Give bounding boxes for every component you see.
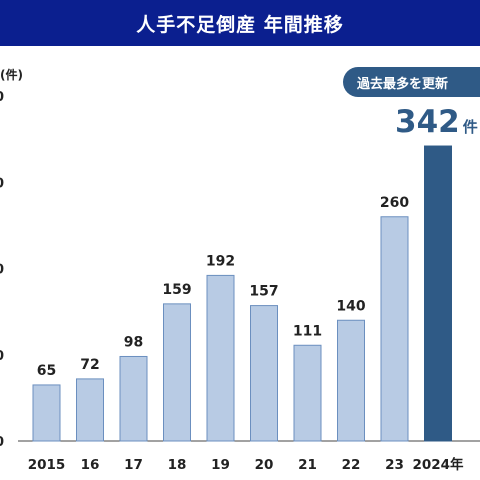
bar <box>337 319 365 442</box>
chart-title: 人手不足倒産 年間推移 <box>0 0 480 46</box>
x-tick-label: 19 <box>211 457 230 473</box>
x-tick-label: 2015 <box>28 457 66 473</box>
x-tick-label: 16 <box>81 457 100 473</box>
x-tick-label: 22 <box>342 457 361 473</box>
data-label: 157 <box>249 284 278 300</box>
y-tick-label: 0 <box>0 263 4 278</box>
record-high-badge-text: 過去最多を更新 <box>357 76 449 92</box>
y-tick-label: 0 <box>0 349 4 364</box>
data-label: 111 <box>293 323 322 339</box>
record-high-badge: 過去最多を更新 <box>343 67 480 97</box>
bar <box>250 305 278 442</box>
bar <box>380 216 409 442</box>
data-label: 260 <box>380 195 409 211</box>
y-axis-unit-label: (件) <box>0 68 23 82</box>
x-tick-label: 20 <box>255 457 274 473</box>
highlight-value: 342 <box>395 104 460 140</box>
bar <box>119 355 148 442</box>
bar-highlight <box>424 145 452 442</box>
y-tick-label: 0 <box>0 176 4 191</box>
highlight-value-label: 342 件 <box>395 104 478 140</box>
data-label: 72 <box>80 357 99 373</box>
y-tick-label: 0 <box>0 435 4 450</box>
x-tick-label: 21 <box>298 457 317 473</box>
x-tick-label: 17 <box>124 457 143 473</box>
highlight-unit: 件 <box>462 118 478 136</box>
y-tick-label: 0 <box>0 90 4 105</box>
data-label: 192 <box>206 253 235 269</box>
bar <box>206 274 235 442</box>
data-label: 159 <box>162 282 191 298</box>
data-label: 65 <box>37 363 56 379</box>
x-tick-label: 23 <box>385 457 404 473</box>
x-tick-label: 18 <box>168 457 187 473</box>
bar <box>293 344 322 442</box>
data-label: 140 <box>336 298 365 314</box>
x-tick-label: 2024年 <box>412 456 464 473</box>
bar <box>32 384 61 442</box>
data-label: 98 <box>124 334 143 350</box>
bar <box>76 378 104 442</box>
bar <box>163 303 191 442</box>
